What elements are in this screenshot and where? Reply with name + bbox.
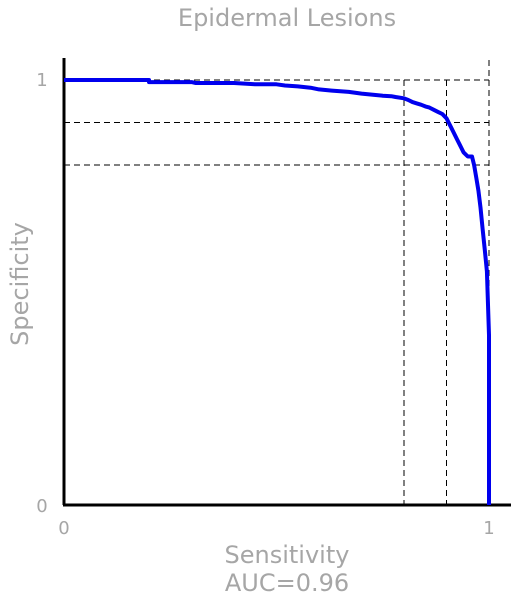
y-tick-label-max: 1 xyxy=(36,70,47,91)
chart-title: Epidermal Lesions xyxy=(178,4,396,32)
x-axis-label: Sensitivity xyxy=(225,541,350,569)
auc-annotation: AUC=0.96 xyxy=(225,569,349,597)
y-tick-label-min: 0 xyxy=(36,496,47,517)
x-tick-label-max: 1 xyxy=(483,518,494,539)
reference-lines xyxy=(64,60,490,505)
x-tick-label-min: 0 xyxy=(58,518,69,539)
y-axis-label: Specificity xyxy=(6,222,34,346)
roc-curve xyxy=(64,78,491,505)
